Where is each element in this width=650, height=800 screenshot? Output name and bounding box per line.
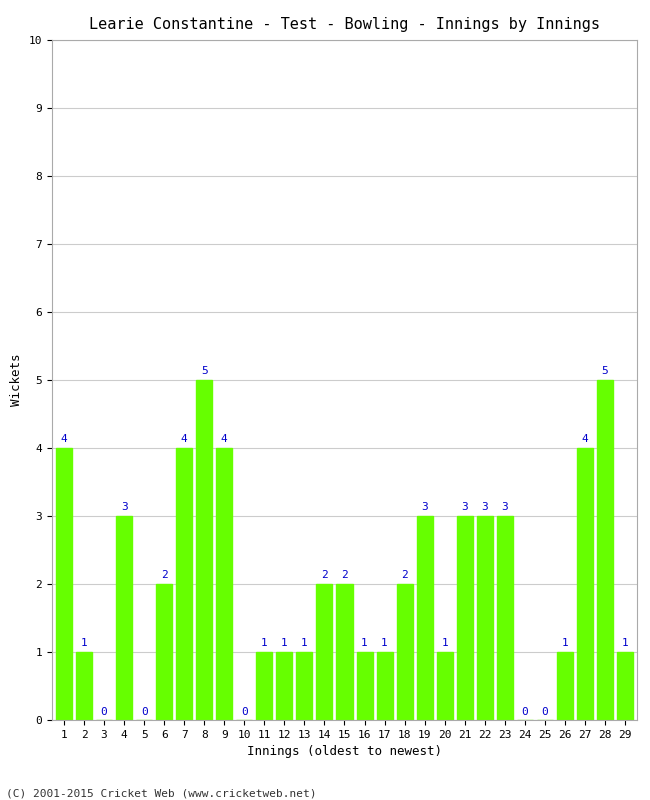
Bar <box>256 652 272 720</box>
Text: 1: 1 <box>562 638 568 648</box>
Text: 0: 0 <box>541 706 548 717</box>
Text: 3: 3 <box>482 502 488 512</box>
Text: 1: 1 <box>381 638 388 648</box>
Bar <box>337 584 352 720</box>
Bar <box>116 516 132 720</box>
Text: 3: 3 <box>421 502 428 512</box>
Bar <box>557 652 573 720</box>
Text: 1: 1 <box>361 638 368 648</box>
Bar <box>376 652 393 720</box>
Text: 1: 1 <box>261 638 268 648</box>
Bar <box>417 516 433 720</box>
Bar <box>156 584 172 720</box>
Bar <box>176 448 192 720</box>
X-axis label: Innings (oldest to newest): Innings (oldest to newest) <box>247 746 442 758</box>
Text: 5: 5 <box>201 366 207 376</box>
Bar <box>617 652 633 720</box>
Text: 0: 0 <box>241 706 248 717</box>
Bar <box>196 380 213 720</box>
Text: 2: 2 <box>161 570 168 580</box>
Text: (C) 2001-2015 Cricket Web (www.cricketweb.net): (C) 2001-2015 Cricket Web (www.cricketwe… <box>6 788 317 798</box>
Y-axis label: Wickets: Wickets <box>10 354 23 406</box>
Title: Learie Constantine - Test - Bowling - Innings by Innings: Learie Constantine - Test - Bowling - In… <box>89 17 600 32</box>
Text: 4: 4 <box>582 434 588 444</box>
Bar <box>396 584 413 720</box>
Bar <box>296 652 313 720</box>
Text: 2: 2 <box>341 570 348 580</box>
Text: 0: 0 <box>141 706 148 717</box>
Text: 0: 0 <box>101 706 107 717</box>
Text: 4: 4 <box>181 434 188 444</box>
Bar <box>457 516 473 720</box>
Text: 1: 1 <box>281 638 288 648</box>
Text: 0: 0 <box>521 706 528 717</box>
Bar <box>76 652 92 720</box>
Text: 2: 2 <box>321 570 328 580</box>
Text: 5: 5 <box>601 366 608 376</box>
Text: 3: 3 <box>121 502 127 512</box>
Bar <box>476 516 493 720</box>
Bar <box>216 448 232 720</box>
Text: 1: 1 <box>441 638 448 648</box>
Bar <box>276 652 292 720</box>
Bar <box>317 584 333 720</box>
Text: 4: 4 <box>60 434 68 444</box>
Bar <box>356 652 372 720</box>
Text: 2: 2 <box>401 570 408 580</box>
Text: 3: 3 <box>501 502 508 512</box>
Text: 1: 1 <box>81 638 88 648</box>
Text: 1: 1 <box>621 638 629 648</box>
Text: 1: 1 <box>301 638 308 648</box>
Text: 3: 3 <box>462 502 468 512</box>
Bar <box>437 652 452 720</box>
Text: 4: 4 <box>221 434 228 444</box>
Bar <box>597 380 613 720</box>
Bar <box>497 516 513 720</box>
Bar <box>577 448 593 720</box>
Bar <box>56 448 72 720</box>
